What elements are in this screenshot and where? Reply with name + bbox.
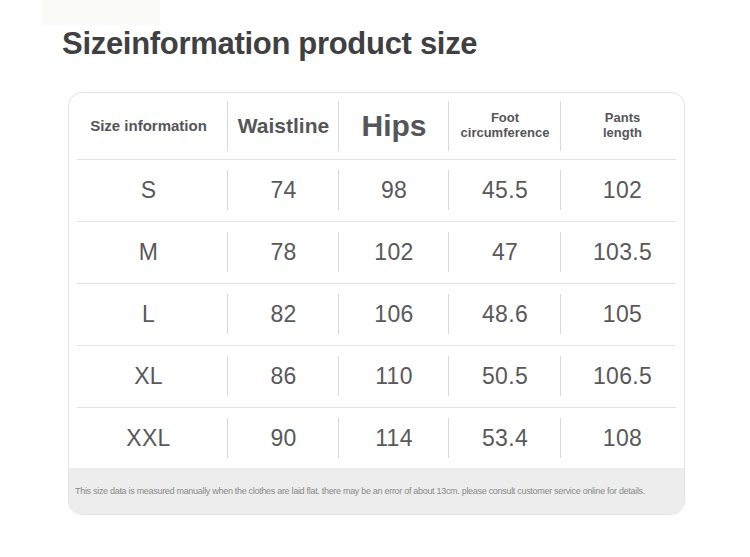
hips-value: 106 bbox=[339, 283, 449, 345]
hips-value: 102 bbox=[339, 221, 449, 283]
waistline-value: 82 bbox=[228, 283, 339, 345]
column-header-waistline: Waistline bbox=[228, 93, 339, 159]
hips-value: 114 bbox=[339, 407, 449, 469]
pants-length-value: 105 bbox=[561, 283, 684, 345]
pants-length-value: 106.5 bbox=[561, 345, 684, 407]
foot-circumference-value: 45.5 bbox=[449, 159, 561, 221]
size-label: L bbox=[69, 283, 228, 345]
column-header-hips: Hips bbox=[339, 93, 449, 159]
column-header-pants-length: Pants length bbox=[561, 93, 684, 159]
foot-circumference-value: 53.4 bbox=[449, 407, 561, 469]
pants-length-value: 108 bbox=[561, 407, 684, 469]
size-information-page: Sizeinformation product size Size inform… bbox=[0, 0, 750, 557]
table-row-l: L 82 106 48.6 105 bbox=[69, 283, 684, 345]
table-row-xxl: XXL 90 114 53.4 108 bbox=[69, 407, 684, 469]
pants-length-value: 102 bbox=[561, 159, 684, 221]
table-header-row: Size information Waistline Hips Foot cir… bbox=[69, 93, 684, 159]
column-header-foot-circumference: Foot circumference bbox=[449, 93, 561, 159]
size-table-card: Size information Waistline Hips Foot cir… bbox=[68, 92, 685, 515]
measurement-note-bar: This size data is measured manually when… bbox=[69, 468, 684, 514]
measurement-note-text: This size data is measured manually when… bbox=[75, 486, 645, 496]
size-label: S bbox=[69, 159, 228, 221]
page-top-artifact bbox=[42, 0, 160, 25]
waistline-value: 86 bbox=[228, 345, 339, 407]
table-row-xl: XL 86 110 50.5 106.5 bbox=[69, 345, 684, 407]
waistline-value: 78 bbox=[228, 221, 339, 283]
waistline-value: 90 bbox=[228, 407, 339, 469]
foot-circumference-value: 48.6 bbox=[449, 283, 561, 345]
foot-circumference-value: 50.5 bbox=[449, 345, 561, 407]
table-row-m: M 78 102 47 103.5 bbox=[69, 221, 684, 283]
size-label: M bbox=[69, 221, 228, 283]
page-title: Sizeinformation product size bbox=[62, 26, 477, 62]
size-label: XL bbox=[69, 345, 228, 407]
table-row-s: S 74 98 45.5 102 bbox=[69, 159, 684, 221]
waistline-value: 74 bbox=[228, 159, 339, 221]
pants-length-value: 103.5 bbox=[561, 221, 684, 283]
foot-circumference-value: 47 bbox=[449, 221, 561, 283]
size-label: XXL bbox=[69, 407, 228, 469]
hips-value: 110 bbox=[339, 345, 449, 407]
column-header-size-information: Size information bbox=[69, 93, 228, 159]
hips-value: 98 bbox=[339, 159, 449, 221]
